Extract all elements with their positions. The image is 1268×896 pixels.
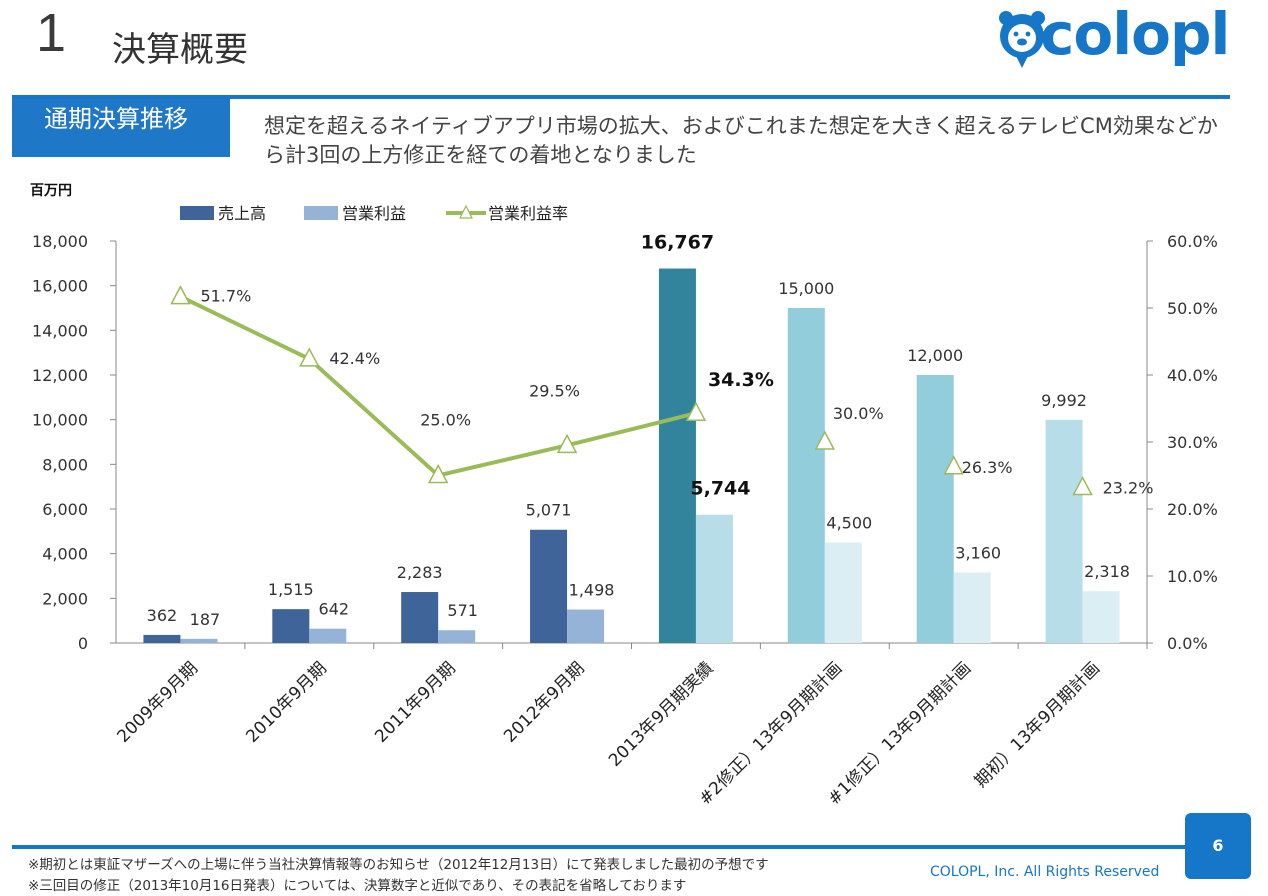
bear-mascot-icon xyxy=(999,11,1045,68)
right-tick-label: 10.0% xyxy=(1167,567,1218,586)
profit-bar xyxy=(438,630,476,643)
profit-bar xyxy=(824,542,862,643)
margin-marker xyxy=(1072,475,1093,496)
category-label: 2011年9月期 xyxy=(371,658,459,746)
left-tick-label: 6,000 xyxy=(42,500,88,519)
left-tick-label: 4,000 xyxy=(42,545,88,564)
left-tick-label: 14,000 xyxy=(32,321,88,340)
sales-bar xyxy=(272,609,310,643)
sales-bar xyxy=(787,308,825,643)
margin-data-label: 34.3% xyxy=(708,369,774,391)
profit-bar xyxy=(180,638,218,643)
sales-data-label: 9,992 xyxy=(1041,391,1087,410)
profit-data-label: 571 xyxy=(447,601,478,620)
margin-marker xyxy=(170,285,191,305)
sales-bar xyxy=(916,375,954,643)
profit-bar xyxy=(695,514,733,643)
performance-chart: 0 2,000 4,000 6,000 8,000 10,000 12,000 14,000 1… xyxy=(32,204,1218,809)
profit-data-label: 2,318 xyxy=(1084,562,1130,581)
left-tick-label: 18,000 xyxy=(32,232,88,251)
profit-data-label: 187 xyxy=(190,610,221,629)
footer-divider xyxy=(12,845,1194,849)
margin-data-label: 51.7% xyxy=(200,287,251,306)
sales-data-label: 16,767 xyxy=(641,232,714,254)
legend-sales-label: 売上高 xyxy=(218,204,266,223)
margin-data-label: 23.2% xyxy=(1103,479,1154,498)
sales-bar xyxy=(1045,419,1083,643)
colopl-logo xyxy=(999,11,1045,68)
logo-wordmark: colopl xyxy=(1040,0,1230,68)
profit-bar xyxy=(1082,591,1120,643)
profit-data-label: 642 xyxy=(319,600,350,619)
right-tick-label: 0.0% xyxy=(1167,634,1208,653)
margin-data-label: 30.0% xyxy=(833,404,884,423)
margin-data-label: 25.0% xyxy=(420,411,471,430)
right-tick-label: 60.0% xyxy=(1167,232,1218,251)
sales-data-label: 2,283 xyxy=(397,563,443,582)
sales-data-label: 362 xyxy=(147,606,178,625)
profit-data-label: 3,160 xyxy=(955,543,1001,562)
category-label: 2009年9月期 xyxy=(114,658,202,746)
margin-marker xyxy=(685,401,707,421)
left-tick-label: 16,000 xyxy=(32,277,88,296)
sales-bar xyxy=(530,529,568,643)
category-label: 期初）13年9月期計画 xyxy=(971,658,1104,791)
profit-bar xyxy=(953,572,991,643)
margin-data-label: 29.5% xyxy=(529,381,580,400)
left-tick-label: 0 xyxy=(78,634,88,653)
profit-bar xyxy=(309,628,347,643)
margin-marker xyxy=(556,433,578,454)
unit-label: 百万円 xyxy=(30,183,72,199)
right-tick-label: 50.0% xyxy=(1167,299,1218,318)
header-divider xyxy=(12,95,1230,99)
slide-subtitle: 想定を超えるネイティブアプリ市場の拡大、およびこれまた想定を大きく超えるテレビC… xyxy=(264,114,1218,167)
right-tick-label: 40.0% xyxy=(1167,366,1218,385)
sales-data-label: 5,071 xyxy=(526,501,572,520)
section-number: 1 xyxy=(36,3,67,63)
sales-data-label: 12,000 xyxy=(907,346,963,365)
margin-marker xyxy=(427,463,449,484)
legend-profit-label: 営業利益 xyxy=(342,204,406,223)
margin-marker xyxy=(943,455,964,475)
margin-data-label: 26.3% xyxy=(962,458,1013,477)
category-label: 2012年9月期 xyxy=(500,658,588,746)
profit-data-label: 5,744 xyxy=(690,478,750,500)
profit-bar xyxy=(567,609,605,643)
left-tick-label: 10,000 xyxy=(32,411,88,430)
copyright: COLOPL, Inc. All Rights Reserved xyxy=(930,864,1160,880)
margin-data-label: 42.4% xyxy=(329,349,380,368)
left-tick-label: 2,000 xyxy=(42,589,88,608)
right-tick-label: 30.0% xyxy=(1167,433,1218,452)
category-label: 2013年9月期実績 xyxy=(605,658,717,770)
left-tick-label: 8,000 xyxy=(42,455,88,474)
sales-bar xyxy=(401,592,439,643)
footnote-2: ※三回目の修正（2013年10月16日発表）については、決算数字と近似であり、そ… xyxy=(28,878,687,894)
legend-sales-swatch xyxy=(180,206,214,220)
right-tick-label: 20.0% xyxy=(1167,500,1218,519)
margin-marker xyxy=(814,430,836,450)
profit-data-label: 1,498 xyxy=(569,581,615,600)
profit-data-label: 4,500 xyxy=(826,514,872,533)
category-label: 2010年9月期 xyxy=(242,658,330,746)
legend-margin-label: 営業利益率 xyxy=(488,204,568,223)
page-title: 決算概要 xyxy=(112,30,248,70)
category-label: #1修正）13年9月期計画 xyxy=(824,658,975,809)
margin-marker xyxy=(299,347,320,367)
section-tag: 通期決算推移 xyxy=(12,99,230,157)
left-tick-label: 12,000 xyxy=(32,366,88,385)
page-number: 6 xyxy=(1185,813,1251,879)
sales-data-label: 1,515 xyxy=(268,580,314,599)
margin-line xyxy=(179,294,697,478)
sales-bar xyxy=(658,268,696,643)
legend-margin-marker xyxy=(459,204,473,219)
category-label: #2修正）13年9月期計画 xyxy=(695,658,846,809)
footnote-1: ※期初とは東証マザーズへの上場に伴う当社決算情報等のお知らせ（2012年12月1… xyxy=(28,857,769,873)
sales-data-label: 15,000 xyxy=(778,279,834,298)
sales-bar xyxy=(143,634,181,643)
legend-profit-swatch xyxy=(304,206,338,220)
